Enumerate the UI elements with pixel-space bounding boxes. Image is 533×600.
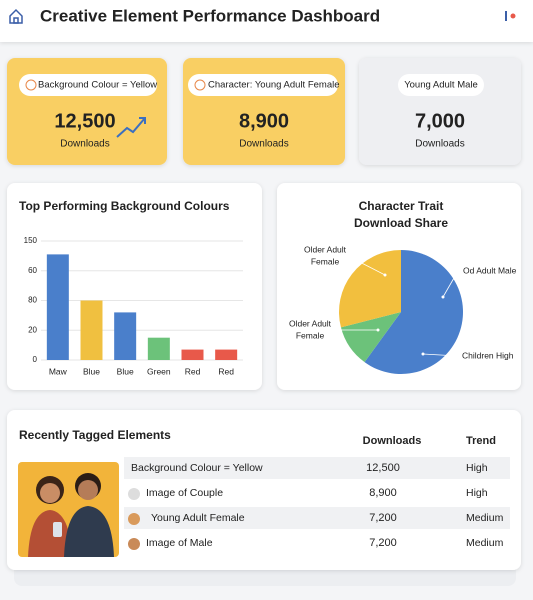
- cell-name: Background Colour = Yellow: [131, 462, 263, 474]
- cell-name: Young Adult Female: [151, 512, 245, 524]
- y-tick-label: 150: [24, 236, 38, 245]
- bar: [147, 337, 170, 360]
- cell-trend: Medium: [466, 537, 504, 549]
- x-tick-label: Green: [147, 366, 171, 376]
- leader-line: [422, 353, 459, 357]
- pie-annotation: Older Adult: [289, 318, 332, 328]
- bar-card: [7, 183, 262, 390]
- x-tick-label: Maw: [49, 366, 68, 376]
- kpi-unit: Downloads: [239, 139, 288, 150]
- pie-annotation: Older Adult: [304, 244, 347, 254]
- chart-title: Top Performing Background Colours: [19, 199, 230, 213]
- kpi-value: 7,000: [415, 110, 465, 132]
- cell-trend: High: [466, 462, 488, 474]
- bar: [46, 254, 69, 360]
- pie-slice: [364, 250, 464, 374]
- x-tick-label: Red: [218, 366, 234, 376]
- row-icon: [128, 488, 140, 500]
- kpi-tag: [19, 74, 157, 96]
- kpi-tag-text: Character: Young Adult Female: [208, 80, 340, 91]
- cell-downloads: 12,500: [366, 462, 400, 474]
- leader-dot: [441, 295, 445, 299]
- y-tick-label: 60: [28, 266, 37, 275]
- row-icon: [128, 538, 140, 550]
- pie-annotation: Female: [311, 256, 340, 266]
- pie-annotation: Od Adult Male: [463, 265, 517, 275]
- cell-trend: Medium: [466, 512, 504, 524]
- leader-dot: [376, 328, 380, 332]
- kpi-unit: Downloads: [60, 139, 109, 150]
- header: [0, 0, 533, 42]
- kpi-tag-text: Young Adult Male: [404, 80, 478, 91]
- x-tick-label: Blue: [83, 366, 100, 376]
- kpi-tag: [398, 74, 484, 96]
- bar: [181, 349, 204, 360]
- y-tick-label: 0: [33, 355, 38, 364]
- column-header: Downloads: [363, 435, 422, 447]
- home-icon: [9, 8, 23, 24]
- kpi-unit: Downloads: [415, 139, 464, 150]
- pie-slice: [339, 250, 401, 328]
- x-tick-label: Blue: [117, 366, 134, 376]
- cell-downloads: 7,200: [369, 512, 397, 524]
- leader-dot: [383, 273, 387, 277]
- tag-icon: [194, 79, 206, 91]
- kpi-tag-text: Background Colour = Yellow: [38, 80, 157, 91]
- flag-icon[interactable]: [505, 11, 516, 21]
- chart-title: Download Share: [354, 216, 448, 230]
- leader-line: [442, 270, 459, 298]
- pie-annotation: Female: [296, 330, 325, 340]
- row-shade: [124, 507, 510, 529]
- pie-slice: [340, 312, 401, 363]
- pie-annotation: Children High: [462, 350, 514, 360]
- trend-icon: [116, 117, 146, 138]
- table-title: Recently Tagged Elements: [19, 428, 171, 442]
- bar: [215, 349, 238, 360]
- kpi-value: 8,900: [239, 110, 289, 132]
- x-tick-label: Red: [185, 366, 201, 376]
- cell-name: Image of Couple: [146, 487, 223, 499]
- y-tick-label: 20: [28, 325, 37, 334]
- row-shade: [124, 457, 510, 479]
- tag-icon: [25, 79, 37, 91]
- bar: [114, 312, 137, 360]
- kpi-tag: [188, 74, 338, 96]
- cell-downloads: 8,900: [369, 487, 397, 499]
- header-title: Creative Element Performance Dashboard: [40, 6, 380, 25]
- y-tick-label: 80: [28, 296, 37, 305]
- leader-dot: [421, 352, 425, 356]
- leader-line: [347, 255, 386, 276]
- photo: [18, 462, 119, 557]
- cell-trend: High: [466, 487, 488, 499]
- cell-name: Image of Male: [146, 537, 213, 549]
- kpi-value: 12,500: [54, 110, 115, 132]
- column-header: Trend: [466, 435, 496, 447]
- chart-title: Character Trait: [359, 199, 444, 213]
- row-icon: [128, 513, 140, 525]
- bar: [80, 300, 103, 360]
- table-card: [7, 410, 521, 570]
- cell-downloads: 7,200: [369, 537, 397, 549]
